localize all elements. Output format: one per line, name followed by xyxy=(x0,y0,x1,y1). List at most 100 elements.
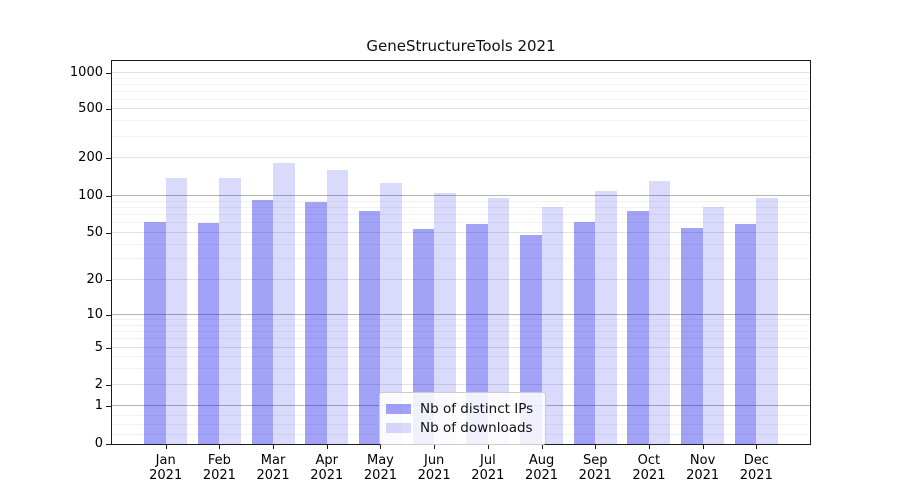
legend-label-downloads: Nb of downloads xyxy=(420,419,533,436)
bar-distinct-ips xyxy=(573,221,596,444)
y-tick-label: 2 xyxy=(94,377,103,393)
bar-distinct-ips xyxy=(412,229,435,444)
bar-distinct-ips xyxy=(627,211,649,444)
y-tick-label: 20 xyxy=(86,271,103,287)
gridline-major xyxy=(112,157,810,159)
gridline-minor xyxy=(112,243,810,245)
x-tick-mark xyxy=(648,445,650,449)
gridline-minor xyxy=(112,367,810,369)
legend-swatch-downloads-icon xyxy=(386,422,411,433)
bar-downloads xyxy=(487,198,510,444)
gridline-minor xyxy=(112,98,810,100)
y-tick-label: 200 xyxy=(78,150,103,166)
gridline-minor xyxy=(112,331,810,333)
y-tick-mark xyxy=(106,444,111,445)
bar-downloads xyxy=(273,163,295,444)
bar-distinct-ips xyxy=(520,235,542,444)
x-tick-mark xyxy=(326,445,328,449)
x-tick-label: Nov 2021 xyxy=(686,453,720,483)
bar-downloads xyxy=(648,180,671,444)
x-tick-mark xyxy=(273,445,275,449)
y-tick-label: 1 xyxy=(94,398,103,414)
gridline-major xyxy=(112,108,810,110)
legend-item-distinct-ips: Nb of distinct IPs xyxy=(386,399,536,418)
y-tick-mark xyxy=(106,73,111,75)
legend-swatch-distinct-ips-icon xyxy=(386,403,411,414)
legend: Nb of distinct IPs Nb of downloads xyxy=(379,392,546,445)
y-tick-mark xyxy=(106,279,111,281)
gridline-major xyxy=(112,314,810,316)
x-tick-label: Apr 2021 xyxy=(310,453,344,483)
x-tick-label: Feb 2021 xyxy=(202,453,236,483)
bar-downloads xyxy=(595,190,617,444)
y-tick-mark xyxy=(106,406,111,408)
gridline-minor xyxy=(112,258,810,260)
gridline-minor xyxy=(112,319,810,321)
bar-downloads xyxy=(434,192,456,444)
y-tick-mark xyxy=(106,158,111,160)
gridline-minor xyxy=(112,90,810,92)
x-tick-mark xyxy=(380,445,382,449)
x-tick-mark xyxy=(434,445,436,449)
gridline-minor xyxy=(112,206,810,208)
gridline-minor xyxy=(112,120,810,122)
x-tick-label: Mar 2021 xyxy=(256,453,290,483)
gridline-major xyxy=(112,347,810,349)
gridline-major xyxy=(112,194,810,196)
gridline-minor xyxy=(112,135,810,137)
x-tick-mark xyxy=(595,445,597,449)
bar-distinct-ips xyxy=(734,224,757,444)
bar-downloads xyxy=(165,178,188,444)
bar-downloads xyxy=(702,206,725,444)
x-tick-label: May 2021 xyxy=(363,453,397,483)
bar-downloads xyxy=(380,182,402,444)
bar-distinct-ips xyxy=(144,221,166,444)
bar-downloads xyxy=(326,170,349,444)
y-tick-mark xyxy=(106,348,111,350)
bar-distinct-ips xyxy=(197,223,220,444)
legend-item-downloads: Nb of downloads xyxy=(386,418,536,437)
gridline-minor xyxy=(112,77,810,79)
bar-distinct-ips xyxy=(466,224,488,444)
x-tick-label: Aug 2021 xyxy=(524,453,559,483)
plot-area: Nb of distinct IPs Nb of downloads xyxy=(111,60,811,445)
bar-distinct-ips xyxy=(358,211,381,444)
gridline-minor xyxy=(112,83,810,85)
bar-distinct-ips xyxy=(251,199,274,444)
bar-downloads xyxy=(219,178,241,444)
gridline-major xyxy=(112,232,810,234)
y-tick-label: 5 xyxy=(94,340,103,356)
gridline-major xyxy=(112,278,810,280)
y-tick-label: 0 xyxy=(94,436,103,451)
y-tick-label: 100 xyxy=(78,187,103,203)
y-tick-mark xyxy=(106,315,111,317)
y-tick-label: 500 xyxy=(78,101,103,117)
gridline-minor xyxy=(112,356,810,358)
chart-title: GeneStructureTools 2021 xyxy=(366,37,556,55)
x-tick-mark xyxy=(702,445,704,449)
x-tick-label: Oct 2021 xyxy=(632,453,666,483)
bar-distinct-ips xyxy=(681,228,703,444)
x-tick-label: Sep 2021 xyxy=(578,453,612,483)
legend-label-distinct-ips: Nb of distinct IPs xyxy=(420,400,534,417)
y-tick-mark xyxy=(106,385,111,387)
gridline-major xyxy=(112,72,810,74)
y-tick-mark xyxy=(106,195,111,197)
y-tick-label: 50 xyxy=(86,225,103,241)
x-tick-label: Jan 2021 xyxy=(149,453,183,483)
bar-downloads xyxy=(756,198,778,444)
x-tick-mark xyxy=(541,445,543,449)
gridline-minor xyxy=(112,338,810,340)
gridline-minor xyxy=(112,214,810,216)
gridline-minor xyxy=(112,324,810,326)
y-tick-mark xyxy=(106,109,111,111)
x-tick-label: Jul 2021 xyxy=(471,453,505,483)
x-tick-label: Jun 2021 xyxy=(417,453,451,483)
bar-distinct-ips xyxy=(305,202,327,444)
gridline-major xyxy=(112,384,810,386)
x-tick-mark xyxy=(756,445,758,449)
x-tick-mark xyxy=(487,445,489,449)
x-tick-mark xyxy=(219,445,221,449)
bar-downloads xyxy=(541,206,564,444)
